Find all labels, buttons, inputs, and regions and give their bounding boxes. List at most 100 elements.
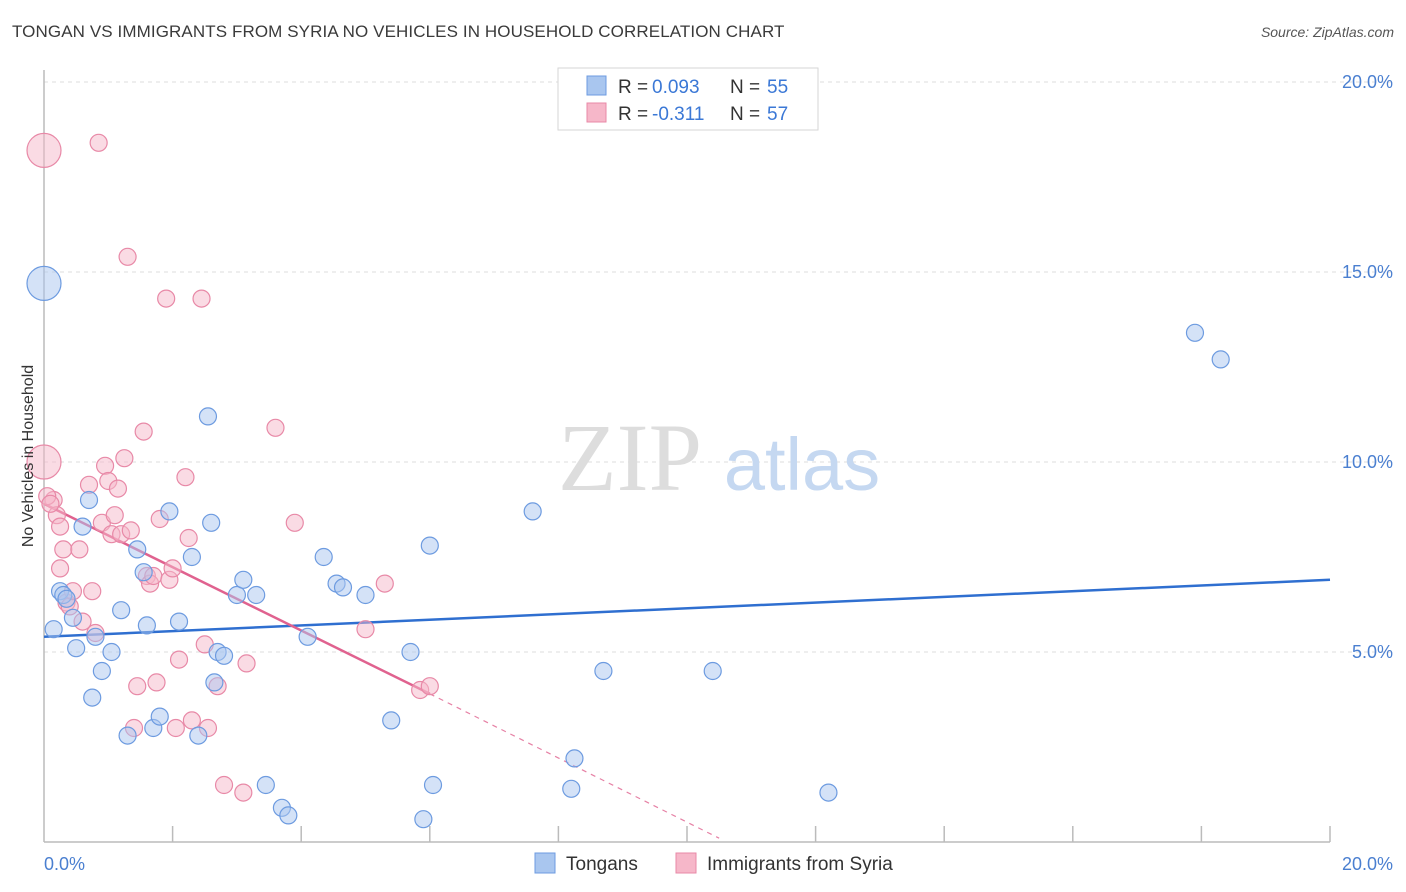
data-point-tongans [279, 806, 298, 825]
data-point-tongans [256, 775, 275, 795]
data-point-tongans [63, 608, 83, 627]
data-point-tongans [1185, 323, 1205, 342]
data-point-tongans [1211, 350, 1230, 369]
data-point-syria [182, 711, 201, 730]
legend-r-label-blue: R = [618, 77, 648, 98]
data-point-syria [356, 620, 375, 639]
data-point-tongans [112, 601, 131, 620]
legend-swatch-pink [586, 102, 607, 123]
data-point-syria [157, 289, 176, 308]
data-point-syria [121, 521, 140, 540]
data-point-syria [420, 677, 439, 696]
y-tick-label: 5.0% [1352, 642, 1393, 662]
data-point-syria [108, 479, 128, 498]
data-point-tongans [92, 661, 111, 681]
data-point-tongans [169, 612, 189, 631]
data-point-syria [89, 133, 108, 152]
correlation-legend: R = 0.093 N = 55 R = -0.311 N = 57 [557, 67, 819, 131]
x-axis-ticks [171, 826, 1331, 842]
legend-swatch-blue [586, 75, 607, 96]
watermark-atlas: atlas [724, 423, 880, 506]
data-point-tongans [160, 502, 179, 521]
legend-n-value-pink: 57 [767, 104, 788, 125]
data-point-syria [83, 582, 102, 601]
data-point-tongans [356, 585, 375, 605]
data-point-syria [179, 528, 198, 548]
data-point-tongans [420, 536, 439, 555]
data-point-tongans [118, 726, 137, 745]
data-point-syria [214, 775, 234, 795]
data-point-syria [375, 574, 394, 593]
data-point-syria [176, 468, 195, 487]
data-point-syria [54, 540, 73, 559]
data-point-tongans [202, 513, 221, 532]
data-point-syria [128, 677, 147, 696]
data-point-tongans [414, 810, 433, 829]
legend-r-value-pink: -0.311 [652, 104, 704, 125]
series-legend-label-syria: Immigrants from Syria [707, 854, 893, 875]
data-point-tongans [26, 265, 62, 301]
y-tick-label: 20.0% [1342, 72, 1393, 92]
data-point-tongans [205, 673, 224, 692]
y-axis-title: No Vehicles in Household [20, 365, 37, 547]
data-point-tongans [594, 661, 613, 681]
data-point-tongans [128, 540, 147, 559]
data-point-tongans [134, 563, 153, 582]
legend-n-label-pink: N = [730, 104, 760, 125]
data-point-tongans [102, 642, 121, 662]
data-point-tongans [189, 726, 208, 745]
data-point-tongans [382, 711, 401, 730]
data-point-tongans [137, 616, 156, 635]
data-point-tongans [57, 589, 76, 608]
x-tick-label-max: 20.0% [1342, 854, 1393, 874]
data-point-tongans [182, 547, 201, 567]
data-point-syria [115, 449, 134, 468]
data-points [26, 132, 1230, 829]
legend-n-label-blue: N = [730, 77, 760, 98]
data-point-syria [26, 444, 62, 480]
data-point-tongans [44, 620, 63, 639]
data-point-tongans [565, 749, 584, 768]
data-point-tongans [150, 707, 169, 726]
y-tick-labels: 5.0% 10.0% 15.0% 20.0% [1342, 72, 1393, 662]
data-point-tongans [247, 585, 266, 605]
chart-title: TONGAN VS IMMIGRANTS FROM SYRIA NO VEHIC… [12, 22, 785, 41]
data-point-syria [147, 673, 166, 692]
data-point-tongans [234, 570, 253, 589]
data-point-tongans [227, 585, 246, 605]
data-point-syria [79, 475, 99, 494]
data-point-syria [50, 559, 70, 578]
data-point-tongans [423, 775, 443, 795]
data-point-syria [266, 418, 285, 437]
legend-r-value-blue: 0.093 [652, 77, 700, 98]
legend-r-label-pink: R = [618, 104, 648, 125]
x-tick-label-min: 0.0% [44, 854, 85, 874]
data-point-syria [192, 289, 211, 308]
data-point-tongans [314, 547, 333, 567]
data-point-syria [95, 456, 115, 475]
watermark-zip: ZIP [558, 404, 702, 511]
data-point-tongans [333, 578, 353, 597]
data-point-syria [285, 513, 304, 532]
data-point-syria [70, 540, 89, 559]
data-point-tongans [73, 517, 92, 536]
data-point-tongans [214, 646, 234, 665]
data-point-syria [169, 650, 189, 669]
legend-n-value-blue: 55 [767, 77, 788, 98]
data-point-syria [163, 559, 182, 578]
series-legend-label-tongans: Tongans [566, 854, 638, 875]
data-point-tongans [83, 688, 102, 707]
y-tick-label: 15.0% [1342, 262, 1393, 282]
data-point-syria [105, 506, 124, 525]
data-point-syria [118, 247, 137, 266]
data-point-tongans [401, 642, 420, 662]
data-point-tongans [562, 779, 581, 798]
grid-lines [44, 81, 1392, 653]
data-point-tongans [819, 783, 838, 802]
data-point-tongans [198, 407, 218, 426]
trend-line-tongans [43, 578, 1331, 639]
data-point-syria [26, 132, 62, 168]
data-point-syria [166, 718, 185, 738]
source-label: Source: ZipAtlas.com [1260, 24, 1394, 40]
